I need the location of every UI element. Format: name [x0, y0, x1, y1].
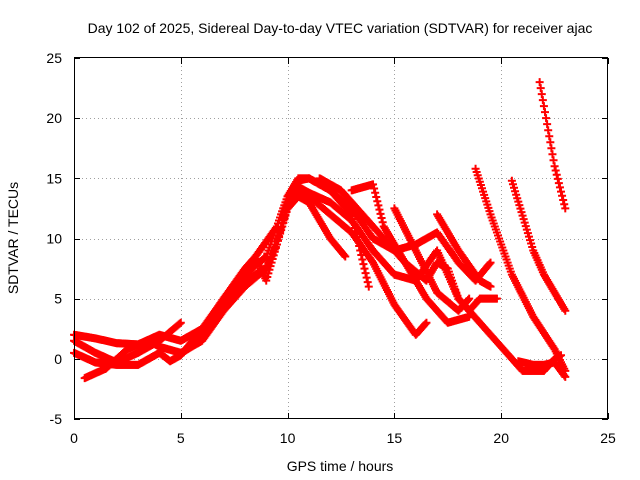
data-point	[554, 179, 563, 188]
data-point	[549, 156, 558, 165]
data-point	[537, 90, 546, 99]
series-s14	[514, 357, 570, 381]
data-point	[486, 258, 495, 267]
x-tick-label: 20	[493, 430, 509, 446]
data-point	[362, 273, 371, 282]
x-tick-label: 0	[70, 430, 78, 446]
data-point	[364, 282, 373, 291]
x-tick-label: 25	[600, 430, 616, 446]
data-point	[350, 223, 359, 232]
data-point	[539, 102, 548, 111]
data-point	[359, 260, 368, 269]
data-point	[552, 170, 561, 179]
data-point	[376, 209, 385, 218]
series-s11	[471, 164, 570, 375]
data-point	[486, 282, 495, 291]
y-tick-label: 25	[46, 50, 62, 66]
series-s12	[507, 176, 570, 315]
y-axis-label: SDTVAR / TECUs	[5, 182, 21, 294]
chart-title: Day 102 of 2025, Sidereal Day-to-day VTE…	[88, 20, 593, 36]
data-point	[353, 232, 362, 241]
data-point	[378, 218, 387, 227]
data-point	[422, 318, 431, 327]
data-point	[377, 214, 386, 223]
y-tick-label: 20	[46, 110, 62, 126]
y-tick-label: -5	[50, 411, 63, 427]
marks-layer	[70, 78, 570, 383]
data-point	[542, 114, 551, 123]
data-point	[559, 195, 568, 204]
data-point	[538, 96, 547, 105]
x-tick-label: 5	[177, 430, 185, 446]
data-point	[492, 294, 501, 303]
data-point	[464, 295, 473, 304]
data-point	[465, 312, 474, 321]
data-point	[354, 237, 363, 246]
y-tick-label: 5	[54, 291, 62, 307]
data-point	[349, 219, 358, 228]
data-point	[358, 255, 367, 264]
data-point	[271, 223, 280, 232]
data-point	[351, 228, 360, 237]
data-point	[355, 242, 364, 251]
x-tick-label: 15	[387, 430, 403, 446]
data-point	[543, 120, 552, 129]
data-point	[536, 84, 545, 93]
data-point	[369, 180, 378, 189]
data-point	[560, 371, 569, 380]
data-point	[547, 144, 556, 153]
data-point	[551, 166, 560, 175]
data-point	[372, 192, 381, 201]
data-point	[371, 188, 380, 197]
data-point	[560, 200, 569, 209]
data-point	[360, 264, 369, 273]
series-s9	[390, 204, 474, 315]
series-s10	[433, 210, 495, 291]
data-point	[561, 372, 570, 381]
data-point	[341, 252, 350, 261]
data-point	[557, 187, 566, 196]
data-point	[544, 126, 553, 135]
plot-frame	[74, 57, 608, 419]
data-point	[357, 251, 366, 260]
ticks-layer: 0 5 10 15 20 25 -5 0 5 10 15 20 25	[46, 50, 616, 446]
series-s6	[219, 192, 350, 303]
data-point	[553, 174, 562, 183]
data-point	[558, 191, 567, 200]
data-point	[561, 306, 570, 315]
y-tick-label: 0	[54, 351, 62, 367]
data-point	[561, 204, 570, 213]
data-point	[356, 246, 365, 255]
data-point	[363, 278, 372, 287]
data-point	[176, 318, 185, 327]
data-point	[361, 269, 370, 278]
y-tick-label: 15	[46, 170, 62, 186]
y-tick-label: 10	[46, 231, 62, 247]
series-s13	[535, 78, 570, 213]
data-point	[340, 251, 349, 260]
data-point	[546, 138, 555, 147]
data-point	[555, 183, 564, 192]
data-point	[373, 197, 382, 206]
data-point	[348, 214, 357, 223]
series-s8	[347, 180, 474, 327]
x-axis-label: GPS time / hours	[287, 458, 394, 474]
data-point	[540, 108, 549, 117]
data-point	[545, 132, 554, 141]
data-point	[370, 184, 379, 193]
data-point	[535, 78, 544, 87]
data-point	[421, 319, 430, 328]
data-point	[346, 209, 355, 218]
x-tick-label: 10	[280, 430, 296, 446]
data-point	[374, 201, 383, 210]
data-point	[347, 210, 356, 219]
data-point	[375, 205, 384, 214]
data-point	[550, 162, 559, 171]
data-point	[548, 150, 557, 159]
data-point	[485, 259, 494, 268]
data-point	[465, 294, 474, 303]
